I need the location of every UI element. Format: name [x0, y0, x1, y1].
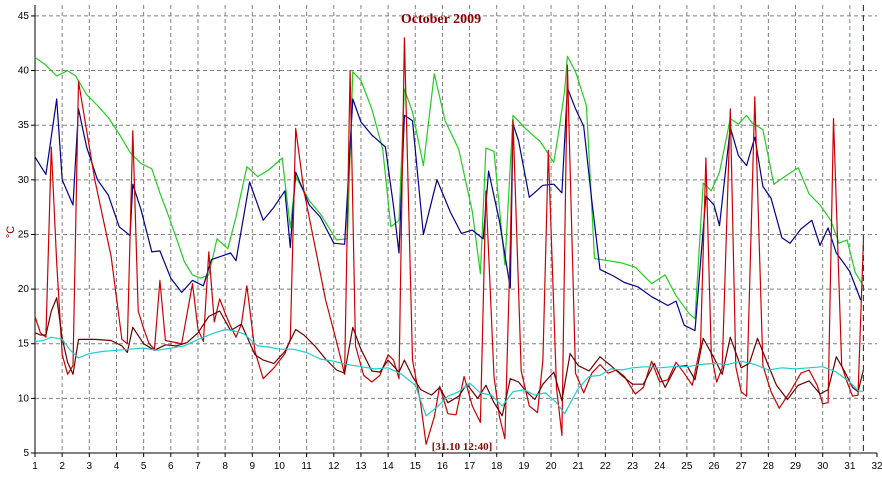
x-tick-label: 8	[222, 461, 228, 472]
x-tick-label: 31	[844, 461, 856, 472]
y-tick-label: 5	[23, 448, 29, 459]
x-tick-label: 29	[790, 461, 802, 472]
y-tick-label: 45	[18, 11, 30, 22]
x-tick-label: 1	[32, 461, 38, 472]
x-tick-label: 2	[59, 461, 65, 472]
y-tick-label: 15	[18, 339, 30, 350]
x-tick-label: 21	[573, 461, 585, 472]
x-tick-label: 17	[464, 461, 476, 472]
axes: 1 2 3 4 5 6 7 8 9 10 11 12 13 14 15 16 17 18 19 20 21 22 23 24 2…	[18, 5, 882, 472]
series-line-blue	[34, 87, 862, 332]
x-tick-label: 16	[437, 461, 449, 472]
series-line-red	[34, 37, 864, 445]
grid	[35, 5, 877, 454]
y-tick-label: 20	[18, 284, 30, 295]
cursor: [31.10 12:40]	[432, 5, 865, 453]
x-tick-label: 10	[274, 461, 286, 472]
x-tick-label: 7	[195, 461, 201, 472]
y-tick-label: 30	[18, 175, 30, 186]
series-line-cyan	[34, 328, 864, 417]
x-tick-label: 19	[518, 461, 530, 472]
x-tick-label: 11	[301, 461, 312, 472]
x-tick-label: 12	[328, 461, 340, 472]
x-tick-label: 14	[383, 461, 395, 472]
x-tick-label: 13	[355, 461, 367, 472]
x-tick-label: 32	[871, 461, 882, 472]
x-tick-label: 5	[141, 461, 147, 472]
x-tick-label: 24	[654, 461, 666, 472]
y-tick-label: 10	[18, 393, 30, 404]
x-tick-label: 6	[168, 461, 174, 472]
cursor-label: [31.10 12:40]	[432, 441, 493, 453]
series-lines	[34, 37, 864, 445]
y-tick-label: 25	[18, 229, 30, 240]
x-tick-label: 9	[250, 461, 256, 472]
x-tick-label: 20	[546, 461, 558, 472]
y-axis-label: °C	[5, 226, 17, 238]
x-tick-label: 28	[763, 461, 775, 472]
x-tick-label: 4	[114, 461, 120, 472]
x-tick-label: 25	[681, 461, 693, 472]
x-tick-label: 30	[817, 461, 829, 472]
x-tick-label: 18	[491, 461, 503, 472]
x-tick-label: 3	[87, 461, 93, 472]
x-tick-label: 26	[708, 461, 720, 472]
y-tick-label: 35	[18, 120, 30, 131]
x-tick-label: 15	[410, 461, 422, 472]
y-tick-label: 40	[18, 66, 30, 77]
x-tick-label: 27	[736, 461, 748, 472]
chart-title: October 2009	[401, 12, 481, 27]
series-line-green	[34, 55, 864, 320]
x-tick-label: 23	[627, 461, 639, 472]
x-tick-label: 22	[600, 461, 612, 472]
